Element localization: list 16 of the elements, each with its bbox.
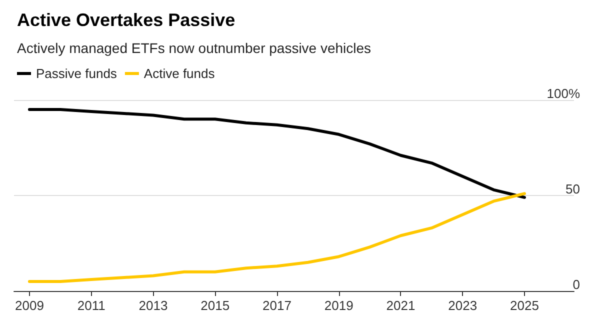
x-tick-label: 2019 — [324, 298, 354, 313]
x-tick-label: 2025 — [510, 298, 539, 313]
x-tick-label: 2023 — [448, 298, 478, 313]
x-tick-label: 2015 — [200, 298, 230, 313]
legend-label: Active funds — [144, 66, 216, 81]
x-tick-label: 2017 — [262, 298, 292, 313]
x-tick-label: 2013 — [138, 298, 168, 313]
x-tick-label: 2009 — [15, 298, 44, 313]
y-tick-label: 100% — [546, 86, 580, 101]
chart-subtitle: Actively managed ETFs now outnumber passive vehicles — [17, 40, 372, 56]
x-tick-label: 2021 — [386, 298, 416, 313]
x-tick-label: 2011 — [77, 298, 106, 313]
chart-title: Active Overtakes Passive — [17, 10, 236, 30]
y-tick-label: 0 — [572, 277, 580, 292]
y-tick-label: 50 — [566, 182, 580, 196]
legend-label: Passive funds — [36, 66, 118, 81]
